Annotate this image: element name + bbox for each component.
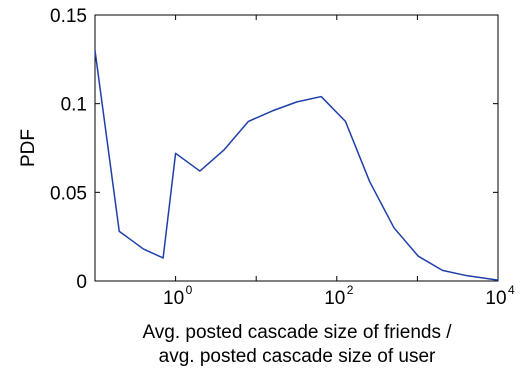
x-tick-label-exponent: 0 (186, 283, 193, 297)
x-tick-label-base: 10 (324, 288, 345, 309)
y-tick-label: 0.05 (50, 183, 87, 204)
plot-frame (94, 14, 499, 282)
x-axis-label-line2: avg. posted cascade size of user (159, 346, 436, 367)
y-axis-label: PDF (18, 129, 39, 167)
y-tick-label: 0.15 (50, 6, 87, 27)
x-axis-label-line1: Avg. posted cascade size of friends / (142, 322, 452, 343)
tick-marks (94, 14, 499, 282)
y-tick-label: 0 (76, 272, 87, 293)
x-tick-label-exponent: 4 (508, 283, 515, 297)
x-tick-label-base: 10 (485, 288, 506, 309)
y-tick-labels: 0 0.05 0.1 0.15 (50, 6, 87, 293)
y-tick-label: 0.1 (61, 95, 87, 116)
x-tick-label-exponent: 2 (347, 283, 354, 297)
x-tick-labels: 10 0 10 2 10 4 (163, 283, 515, 309)
x-tick-label-base: 10 (163, 288, 184, 309)
series-line (94, 50, 499, 281)
